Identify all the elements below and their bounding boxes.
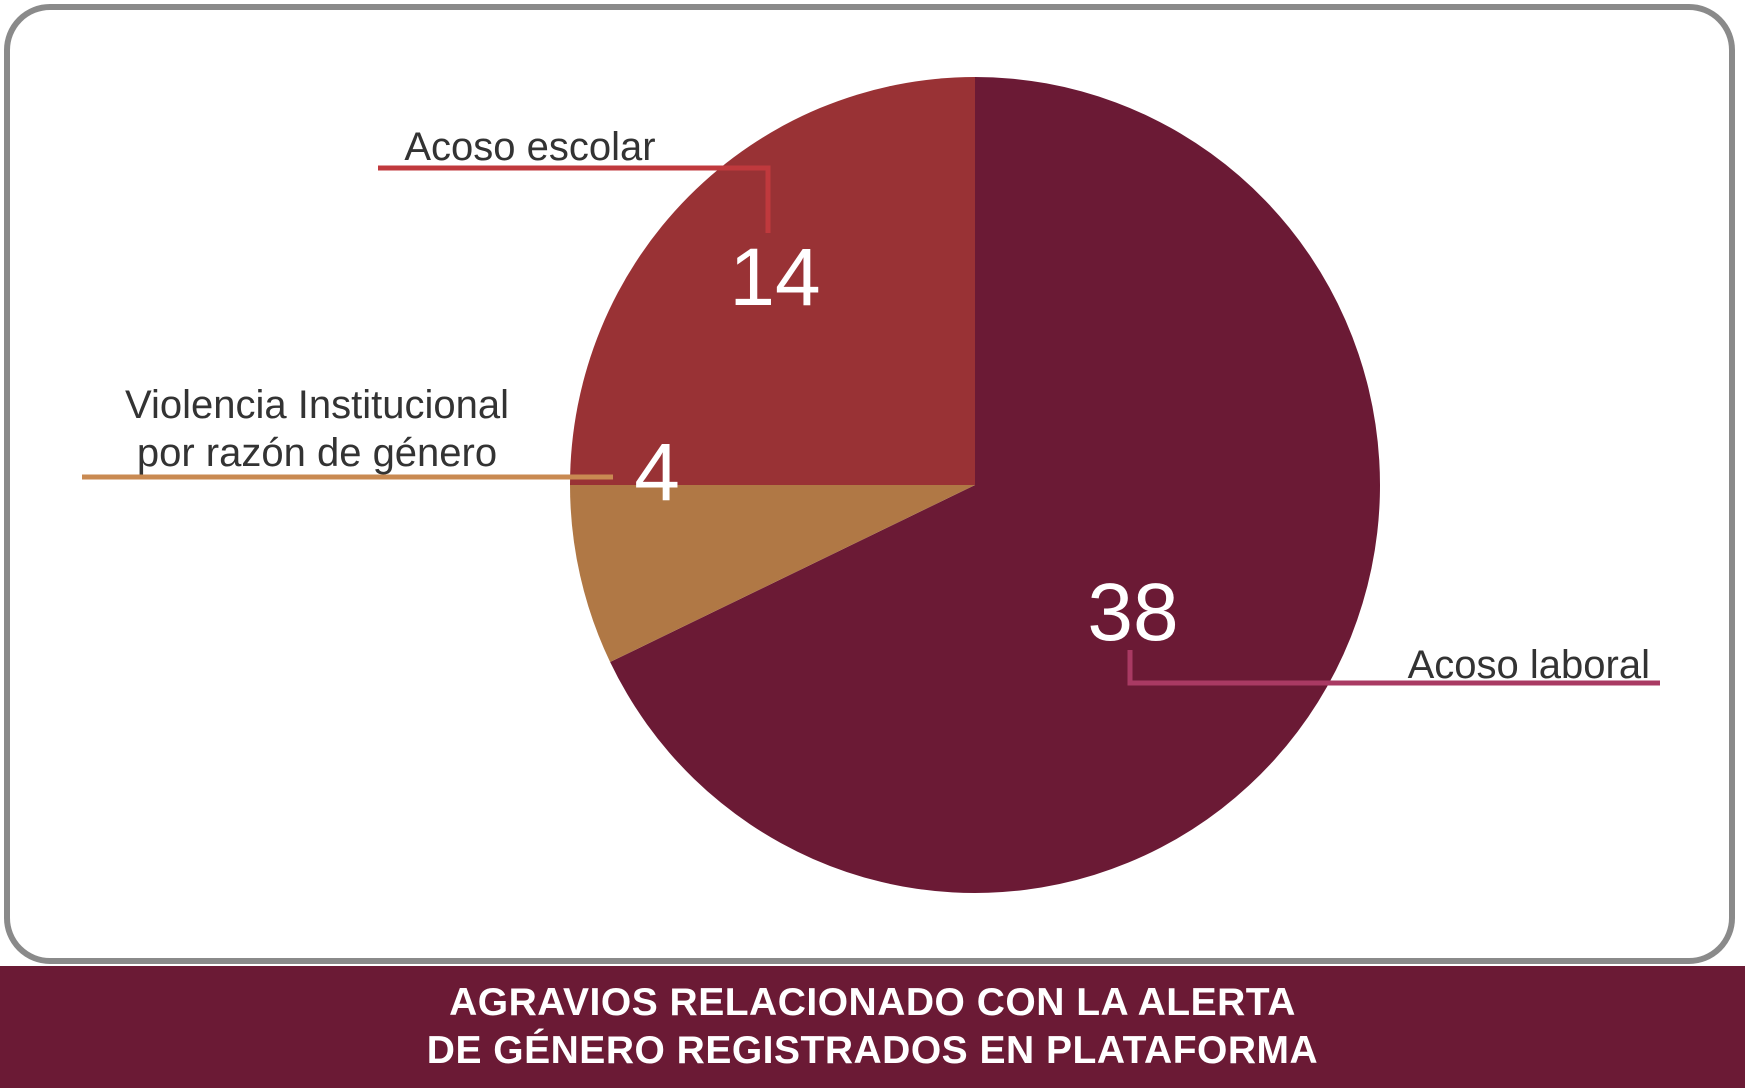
pie-slice-acoso-escolar <box>570 77 975 485</box>
slice-label-acoso-laboral: Acoso laboral <box>1408 643 1650 687</box>
slice-label-violencia-line-1: Violencia Institucional <box>125 383 509 427</box>
data-label-acoso-laboral: 38 <box>1087 567 1178 658</box>
leader-line-acoso-escolar <box>378 165 771 233</box>
data-label-violencia-institucional: 4 <box>634 427 680 518</box>
pie-slice-violencia-institucional <box>570 485 975 663</box>
chart-title-line-1: AGRAVIOS RELACIONADO CON LA ALERTA <box>449 981 1296 1024</box>
slice-label-violencia-line-2: por razón de género <box>137 431 497 475</box>
chart-title-bar: AGRAVIOS RELACIONADO CON LA ALERTA DE GÉ… <box>0 966 1745 1088</box>
data-label-acoso-escolar: 14 <box>729 232 820 323</box>
slice-label-acoso-escolar: Acoso escolar <box>404 125 655 169</box>
leader-line-acoso-laboral <box>1127 650 1660 686</box>
pie-slice-acoso-laboral <box>610 77 1381 893</box>
chart-title-line-2: DE GÉNERO REGISTRADOS EN PLATAFORMA <box>426 1029 1319 1072</box>
pie-chart: Acoso laboral Violencia Institucionalpor … <box>82 77 1660 893</box>
